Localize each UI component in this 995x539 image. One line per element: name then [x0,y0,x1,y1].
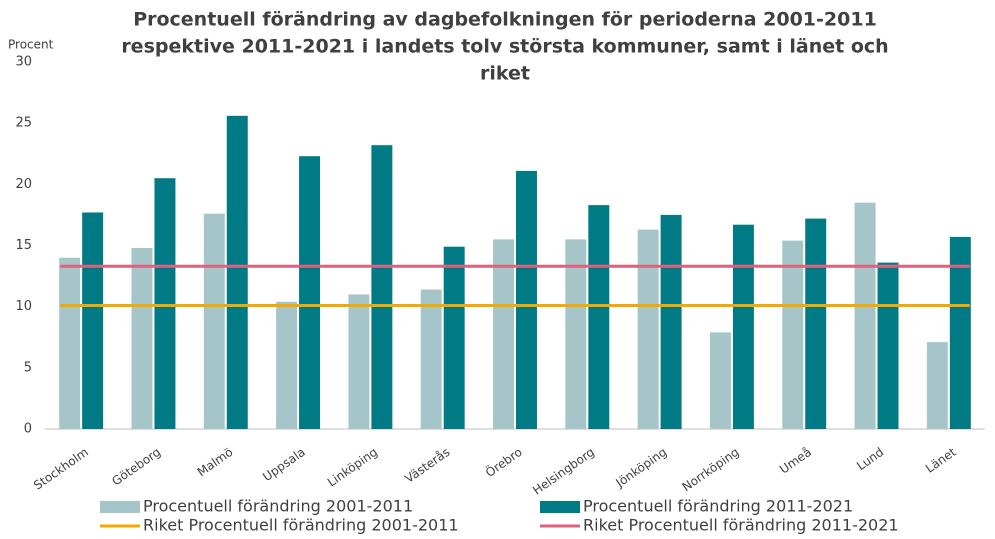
bar [709,332,731,429]
x-tick-label: Malmö [195,445,236,479]
bar [588,205,610,429]
bar [949,236,971,429]
bar [348,294,370,429]
bar [782,240,804,429]
legend-swatch [100,501,140,513]
bar [516,170,537,430]
legend-label: Procentuell förändring 2001-2011 [143,497,413,516]
x-tick-label: Helsingborg [530,445,597,498]
bar [732,224,754,429]
bar [154,178,176,429]
x-tick-label: Uppsala [260,445,308,484]
bar [82,212,104,429]
x-tick-label: Norrköping [680,445,742,494]
legend-label: Riket Procentuell förändring 2001-2011 [143,516,459,535]
bar [493,239,514,429]
legend-label: Riket Procentuell förändring 2011-2021 [583,516,899,535]
bar [443,246,465,429]
chart-title: Procentuell förändring av dagbefolkninge… [133,9,877,31]
bar [565,239,587,429]
bar [660,214,682,429]
legend-swatch [540,501,580,513]
bar [854,202,876,429]
x-tick-label: Linköping [325,445,380,490]
x-tick-label: Västerås [402,445,452,486]
chart-title: respektive 2011-2021 i landets tolv stör… [121,36,888,58]
x-tick-label: Göteborg [109,445,163,489]
bar [203,213,225,429]
bar [926,342,948,429]
bar [226,115,248,430]
x-tick-label: Jönköping [613,445,670,491]
x-tick-label: Umeå [777,445,814,477]
y-tick-label: 0 [24,422,32,437]
x-tick-label: Stockholm [31,445,91,493]
x-tick-label: Länet [923,445,959,476]
y-tick-label: 10 [15,299,32,314]
y-tick-label: 15 [15,238,32,253]
bar [877,262,899,429]
chart-title: riket [480,63,530,85]
legend-label: Procentuell förändring 2011-2021 [583,497,853,516]
bar [805,218,827,429]
y-tick-label: 25 [15,116,32,131]
bar [59,257,81,429]
x-tick-label: Örebro [482,443,525,480]
y-axis-label: Procent [8,38,54,52]
x-tick-label: Lund [854,445,886,473]
bar [299,156,321,430]
y-tick-label: 30 [15,55,32,70]
bar [276,301,298,429]
bar [371,145,393,430]
bar [420,289,442,429]
bar [637,229,659,429]
y-tick-label: 20 [15,177,32,192]
y-tick-label: 5 [24,360,32,375]
bar [131,247,153,429]
